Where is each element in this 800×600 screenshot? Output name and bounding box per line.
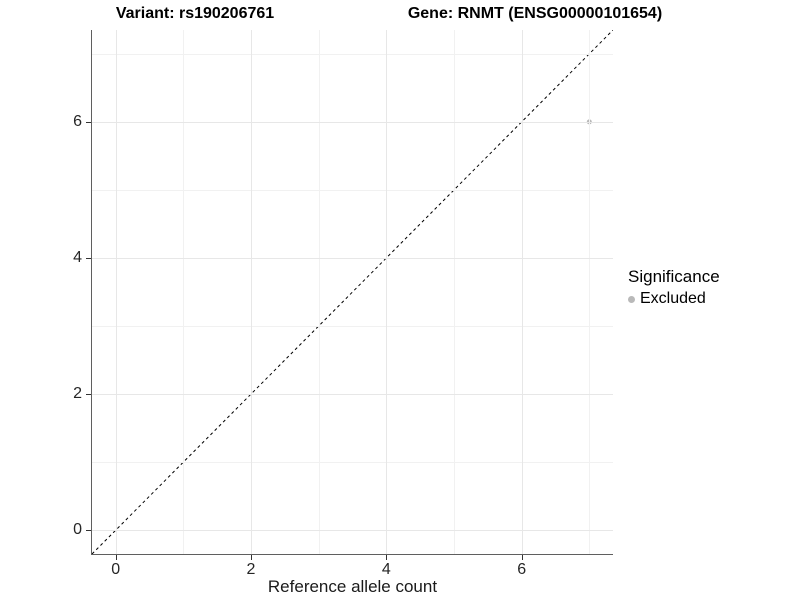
y-tick-mark [86, 530, 91, 532]
y-major-gridline [92, 530, 613, 532]
y-minor-gridline [92, 326, 613, 328]
y-major-gridline [92, 394, 613, 396]
x-axis-title: Reference allele count [267, 577, 438, 596]
plot-panel [91, 30, 613, 555]
x-major-gridline [521, 30, 523, 554]
y-minor-gridline [92, 53, 613, 55]
y-tick-mark [86, 257, 91, 259]
plot-canvas [92, 30, 613, 554]
x-tick-label: 2 [246, 561, 256, 578]
x-minor-gridline [453, 30, 455, 554]
x-minor-gridline [589, 30, 591, 554]
x-tick-mark [521, 555, 523, 560]
x-minor-gridline [183, 30, 185, 554]
y-minor-gridline [92, 462, 613, 464]
x-tick-mark [251, 555, 252, 560]
x-major-gridline [251, 30, 252, 554]
x-minor-gridline [318, 30, 320, 554]
x-major-gridline [386, 30, 388, 554]
y-tick-mark [86, 394, 91, 396]
x-major-gridline [115, 30, 117, 554]
y-major-gridline [92, 257, 613, 259]
legend-item-excluded: Excluded [628, 290, 720, 308]
x-tick-mark [386, 555, 388, 560]
y-tick-label: 0 [73, 521, 82, 539]
y-tick-label: 6 [73, 112, 82, 130]
legend-point-icon [628, 295, 635, 303]
x-tick-mark [115, 555, 117, 560]
legend-title: Significance [628, 267, 720, 286]
x-tick-label: 0 [111, 561, 121, 578]
identity-dashed-line [92, 30, 613, 554]
y-tick-mark [86, 121, 91, 123]
legend-item-label: Excluded [640, 290, 706, 307]
y-tick-label: 4 [73, 248, 82, 266]
legend: Significance Excluded [628, 267, 720, 308]
y-tick-label: 2 [73, 385, 82, 403]
x-tick-label: 4 [381, 561, 391, 578]
variant-title: Variant: rs190206761 [115, 5, 275, 22]
y-major-gridline [92, 121, 613, 123]
y-minor-gridline [92, 189, 613, 191]
x-tick-label: 6 [517, 561, 527, 578]
gene-title: Gene: RNMT (ENSG00000101654) [407, 5, 663, 22]
